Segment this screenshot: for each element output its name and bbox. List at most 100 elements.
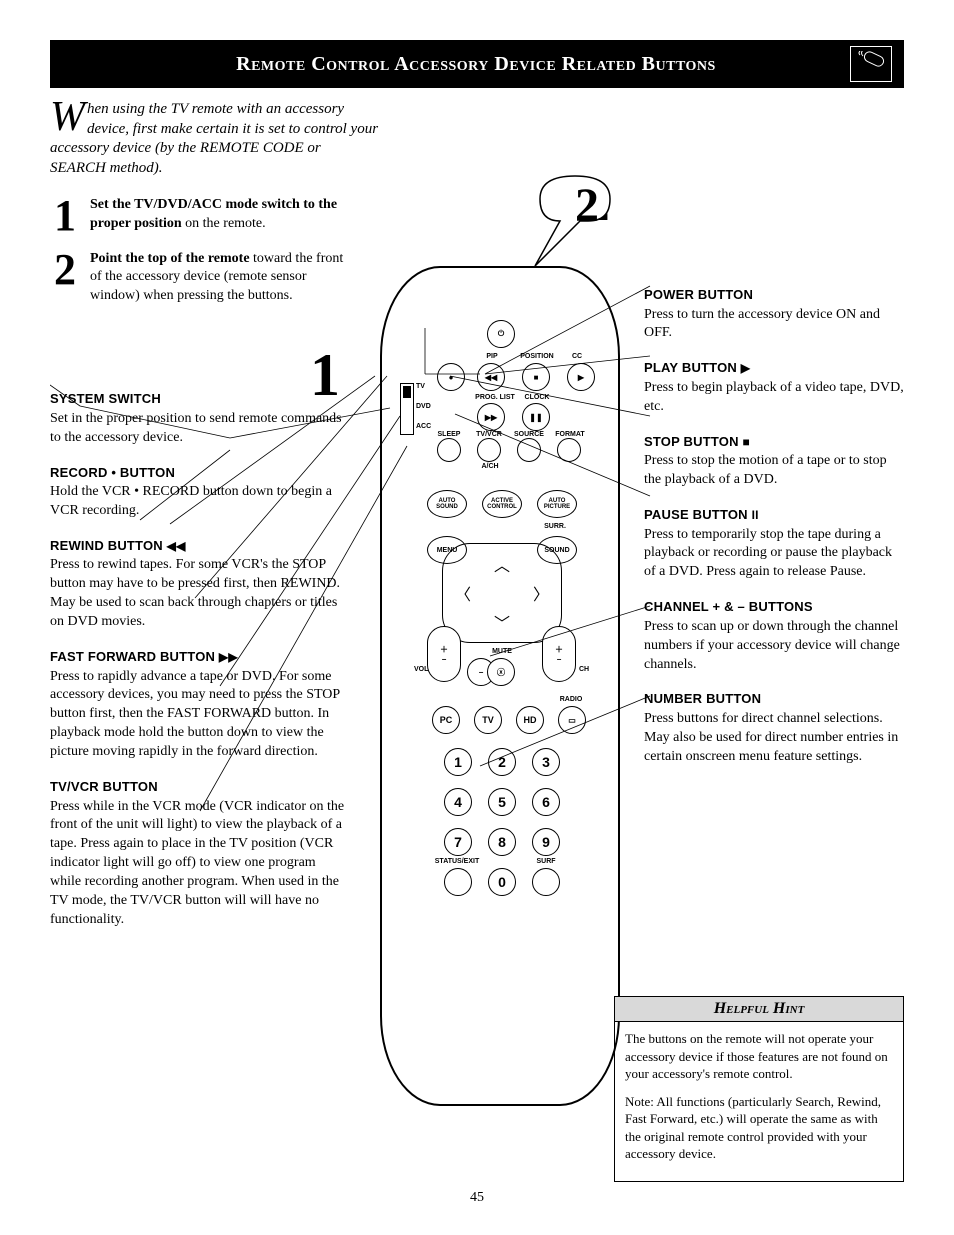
- section-body: Press to begin playback of a video tape,…: [644, 379, 904, 417]
- section-body: Press to stop the motion of a tape or to…: [644, 452, 904, 490]
- section-body: Press to scan up or down through the cha…: [644, 618, 904, 675]
- mode-label-acc: ACC: [416, 423, 431, 430]
- page-title-bar: Remote Control Accessory Device Related …: [50, 40, 904, 88]
- section-title: RECORD • BUTTON: [50, 465, 175, 480]
- section-title: CHANNEL + & – BUTTONS: [644, 599, 813, 614]
- section-body: Press to rapidly advance a tape or DVD. …: [50, 668, 350, 762]
- label-pip: PIP: [477, 353, 507, 360]
- section-body: Set in the proper position to send remot…: [50, 410, 350, 448]
- vol-rocker[interactable]: ＋−: [427, 626, 461, 682]
- label-surf: SURF: [530, 858, 562, 865]
- label-clock: CLOCK: [522, 394, 552, 401]
- section-system-switch: SYSTEM SWITCH Set in the proper position…: [50, 390, 350, 447]
- section-record: RECORD • BUTTON Hold the VCR • RECORD bu…: [50, 464, 350, 521]
- hint-title: Helpful Hint: [615, 997, 903, 1022]
- section-number: NUMBER BUTTON Press buttons for direct c…: [644, 690, 904, 766]
- section-rewind: REWIND BUTTON ◀◀ Press to rewind tapes. …: [50, 537, 350, 632]
- label-cc: CC: [567, 353, 587, 360]
- autosound-button[interactable]: AUTO SOUND: [427, 490, 467, 518]
- stop-button[interactable]: ■: [522, 363, 550, 391]
- surf-button[interactable]: [532, 868, 560, 896]
- section-power: POWER BUTTON Press to turn the accessory…: [644, 286, 904, 343]
- ch-rocker[interactable]: ＋−: [542, 626, 576, 682]
- format-button[interactable]: [557, 438, 581, 462]
- label-tvvcr: TV/VCR: [472, 431, 506, 438]
- num-7[interactable]: 7: [444, 828, 472, 856]
- hint-p2: Note: All functions (particularly Search…: [625, 1093, 893, 1163]
- ff-icon: ▶▶: [219, 650, 238, 664]
- tvvcr-button[interactable]: [477, 438, 501, 462]
- helpful-hint-box: Helpful Hint The buttons on the remote w…: [614, 996, 904, 1182]
- mode-switch[interactable]: [400, 383, 414, 435]
- sleep-button[interactable]: [437, 438, 461, 462]
- step-1: 1 Set the TV/DVD/ACC mode switch to the …: [50, 196, 350, 236]
- section-body: Press to rewind tapes. For some VCR's th…: [50, 556, 350, 632]
- remote-body: ⏻ TV DVD ACC PIP POSITION CC ● ◀◀ ■ ▶ PR…: [380, 266, 620, 1106]
- section-channel: CHANNEL + & – BUTTONS Press to scan up o…: [644, 598, 904, 674]
- label-mute: MUTE: [490, 648, 514, 655]
- label-proglist: PROG. LIST: [472, 394, 518, 401]
- label-format: FORMAT: [552, 431, 588, 438]
- mute-button[interactable]: ⓧ: [487, 658, 515, 686]
- num-2[interactable]: 2: [488, 748, 516, 776]
- num-1[interactable]: 1: [444, 748, 472, 776]
- pause-button[interactable]: ❚❚: [522, 403, 550, 431]
- label-source: SOURCE: [510, 431, 548, 438]
- section-tvvcr: TV/VCR BUTTON Press while in the VCR mod…: [50, 778, 350, 930]
- step-2: 2 Point the top of the remote toward the…: [50, 250, 350, 307]
- section-body: Press buttons for direct channel selecti…: [644, 710, 904, 767]
- section-title: FAST FORWARD BUTTON: [50, 649, 215, 664]
- pc-button[interactable]: PC: [432, 706, 460, 734]
- remote-icon: [850, 46, 892, 82]
- section-title: SYSTEM SWITCH: [50, 391, 161, 406]
- section-body: Press to temporarily stop the tape durin…: [644, 526, 904, 583]
- hint-p1: The buttons on the remote will not opera…: [625, 1030, 893, 1083]
- intro-first: hen: [87, 101, 109, 117]
- radio-button[interactable]: ▭: [558, 706, 586, 734]
- label-ch: CH: [579, 666, 589, 673]
- source-button[interactable]: [517, 438, 541, 462]
- power-button[interactable]: ⏻: [487, 320, 515, 348]
- autopicture-button[interactable]: AUTO PICTURE: [537, 490, 577, 518]
- num-9[interactable]: 9: [532, 828, 560, 856]
- section-play: PLAY BUTTON ▶ Press to begin playback of…: [644, 359, 904, 416]
- num-8[interactable]: 8: [488, 828, 516, 856]
- hd-button[interactable]: HD: [516, 706, 544, 734]
- label-radio: RADIO: [554, 696, 588, 703]
- num-6[interactable]: 6: [532, 788, 560, 816]
- play-button[interactable]: ▶: [567, 363, 595, 391]
- dropcap: W: [50, 100, 87, 136]
- right-column: POWER BUTTON Press to turn the accessory…: [644, 286, 904, 783]
- status-exit-button[interactable]: [444, 868, 472, 896]
- section-title: TV/VCR BUTTON: [50, 779, 158, 794]
- rewind-button[interactable]: ◀◀: [477, 363, 505, 391]
- mode-label-tv: TV: [416, 383, 425, 390]
- section-fast-forward: FAST FORWARD BUTTON ▶▶ Press to rapidly …: [50, 648, 350, 762]
- section-body: Press to turn the accessory device ON an…: [644, 306, 904, 344]
- num-5[interactable]: 5: [488, 788, 516, 816]
- mode-label-dvd: DVD: [416, 403, 431, 410]
- dpad[interactable]: ︿ ﹀ 〈 〉: [442, 543, 562, 643]
- remote-diagram: 1 2 2 ⏻ TV DVD ACC PIP POSITION CC ● ◀◀ …: [370, 186, 630, 1086]
- num-4[interactable]: 4: [444, 788, 472, 816]
- section-title: REWIND BUTTON: [50, 538, 163, 553]
- num-0[interactable]: 0: [488, 868, 516, 896]
- activecontrol-button[interactable]: ACTIVE CONTROL: [482, 490, 522, 518]
- step-number: 2: [50, 250, 80, 307]
- num-3[interactable]: 3: [532, 748, 560, 776]
- ff-button[interactable]: ▶▶: [477, 403, 505, 431]
- main-columns: 1 Set the TV/DVD/ACC mode switch to the …: [50, 196, 904, 1196]
- record-button[interactable]: ●: [437, 363, 465, 391]
- step-rest: on the remote.: [182, 216, 266, 231]
- label-vol: VOL: [414, 666, 428, 673]
- label-ach: A/CH: [477, 463, 503, 470]
- pause-icon: II: [752, 508, 759, 522]
- step-number: 1: [50, 196, 80, 236]
- step-bold: Point the top of the remote: [90, 251, 250, 266]
- section-title: POWER BUTTON: [644, 287, 753, 302]
- label-sleep: SLEEP: [434, 431, 464, 438]
- label-status: STATUS/EXIT: [427, 858, 487, 865]
- tv-button[interactable]: TV: [474, 706, 502, 734]
- play-icon: ▶: [741, 361, 750, 375]
- section-pause: PAUSE BUTTON II Press to temporarily sto…: [644, 506, 904, 582]
